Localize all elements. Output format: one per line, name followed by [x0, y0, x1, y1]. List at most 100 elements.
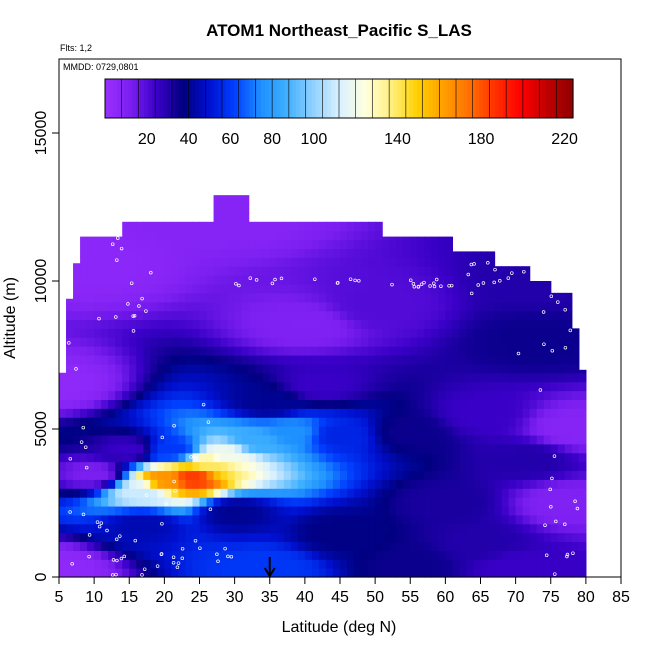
heatmap-cell [382, 266, 390, 276]
heatmap-cell [227, 488, 236, 498]
heatmap-cell [241, 283, 250, 294]
heatmap-cell [262, 363, 271, 374]
heatmap-cell [311, 452, 320, 463]
heatmap-cell [171, 275, 180, 285]
heatmap-cell [508, 399, 517, 409]
heatmap-cell [171, 408, 180, 418]
heatmap-cells [59, 195, 587, 578]
heatmap-cell [452, 514, 461, 525]
heatmap-cell [150, 390, 158, 400]
heatmap-cell [332, 319, 341, 329]
heatmap-cell [311, 505, 320, 516]
heatmap-cell [487, 381, 496, 392]
colorbar-segment [303, 79, 309, 118]
heatmap-cell [396, 417, 404, 427]
heatmap-cell [213, 497, 222, 507]
heatmap-cell [269, 363, 278, 374]
heatmap-cell [332, 514, 341, 525]
heatmap-cell [199, 301, 208, 312]
heatmap-cell [515, 523, 524, 534]
heatmap-cell [396, 283, 404, 294]
heatmap-cell [87, 532, 95, 543]
heatmap-cell [108, 283, 116, 294]
heatmap-cell [396, 328, 404, 338]
heatmap-cell [347, 399, 355, 409]
heatmap-cell [536, 479, 545, 489]
heatmap-cell [290, 443, 299, 454]
heatmap-cell [431, 497, 439, 507]
heatmap-cell [94, 292, 102, 303]
heatmap-cell [87, 390, 95, 400]
heatmap-cell [375, 328, 383, 338]
heatmap-cell [87, 266, 95, 276]
heatmap-cell [129, 381, 137, 392]
heatmap-cell [157, 239, 165, 250]
heatmap-cell [543, 390, 552, 400]
colorbar-segment [327, 79, 332, 118]
heatmap-cell [199, 363, 208, 374]
heatmap-cell [501, 390, 510, 400]
heatmap-cell [578, 541, 587, 551]
heatmap-cell [234, 497, 243, 507]
heatmap-cell [452, 523, 461, 534]
heatmap-cell [220, 568, 229, 578]
heatmap-cell [389, 523, 397, 534]
heatmap-cell [403, 479, 411, 489]
heatmap-cell [389, 301, 397, 312]
sample-point [248, 276, 253, 280]
heatmap-cell [297, 319, 306, 329]
heatmap-cell [248, 230, 257, 241]
heatmap-cell [199, 479, 208, 489]
heatmap-cell [410, 470, 418, 480]
heatmap-cell [108, 355, 116, 365]
heatmap-cell [522, 346, 531, 356]
heatmap-cell [340, 355, 348, 365]
heatmap-cell [564, 328, 573, 338]
heatmap-cell [424, 505, 432, 516]
heatmap-cell [501, 372, 510, 383]
heatmap-cell [283, 390, 292, 400]
heatmap-cell [290, 266, 299, 276]
heatmap-cell [290, 381, 299, 392]
heatmap-cell [438, 346, 446, 356]
heatmap-cell [227, 355, 236, 365]
heatmap-cell [297, 505, 306, 516]
heatmap-cell [389, 505, 397, 516]
heatmap-cell [178, 319, 187, 329]
heatmap-cell [241, 230, 250, 241]
heatmap-cell [227, 301, 236, 312]
heatmap-cell [501, 355, 510, 365]
heatmap-cell [276, 328, 285, 338]
heatmap-cell [396, 532, 404, 543]
colorbar-segment [284, 79, 289, 118]
heatmap-cell [438, 275, 446, 285]
heatmap-cell [248, 239, 257, 250]
heatmap-cell [171, 221, 180, 232]
heatmap-cell [283, 443, 292, 454]
heatmap-cell [550, 532, 559, 543]
heatmap-cell [171, 346, 180, 356]
heatmap-cell [283, 434, 292, 445]
heatmap-cell [522, 452, 531, 463]
heatmap-cell [332, 283, 341, 294]
heatmap-cell [417, 292, 425, 303]
heatmap-cell [325, 355, 334, 365]
heatmap-cell [508, 381, 517, 392]
heatmap-cell [354, 550, 362, 560]
heatmap-cell [466, 461, 475, 472]
heatmap-cell [248, 470, 257, 480]
heatmap-cell [206, 372, 215, 383]
heatmap-cell [136, 488, 144, 498]
heatmap-cell [269, 426, 278, 436]
heatmap-cell [438, 470, 446, 480]
heatmap-cell [375, 275, 383, 285]
heatmap-cell [143, 399, 151, 409]
heatmap-cell [206, 319, 215, 329]
heatmap-cell [375, 417, 383, 427]
heatmap-cell [269, 550, 278, 560]
heatmap-cell [431, 523, 439, 534]
sample-point [254, 278, 259, 282]
colorbar-tick-label: 140 [384, 131, 411, 148]
sample-point [279, 276, 284, 281]
heatmap-cell [347, 443, 355, 454]
